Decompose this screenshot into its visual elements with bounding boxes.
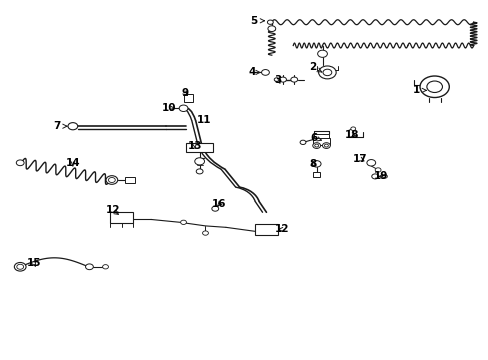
Text: 12: 12: [105, 206, 120, 216]
Bar: [186, 143, 213, 152]
Text: 12: 12: [275, 225, 289, 234]
Circle shape: [350, 127, 355, 131]
Circle shape: [267, 26, 275, 32]
Circle shape: [312, 161, 321, 167]
Text: 11: 11: [197, 115, 211, 125]
Circle shape: [314, 144, 318, 147]
Text: 8: 8: [308, 159, 316, 169]
Text: 4: 4: [247, 67, 261, 77]
Circle shape: [323, 69, 331, 76]
Circle shape: [108, 177, 115, 183]
Circle shape: [202, 231, 208, 235]
Circle shape: [290, 77, 297, 82]
Text: 5: 5: [250, 16, 264, 26]
Circle shape: [68, 123, 78, 130]
Text: 7: 7: [53, 121, 67, 131]
Text: 17: 17: [352, 154, 367, 164]
Circle shape: [261, 69, 269, 75]
Circle shape: [324, 144, 328, 147]
Circle shape: [16, 160, 24, 166]
Text: 10: 10: [162, 103, 176, 113]
Circle shape: [106, 176, 118, 184]
Bar: [125, 177, 135, 183]
Text: 15: 15: [26, 258, 41, 268]
Circle shape: [274, 78, 279, 81]
Circle shape: [312, 143, 320, 148]
Text: 14: 14: [65, 158, 80, 168]
Bar: [313, 138, 329, 145]
Circle shape: [366, 159, 375, 166]
Circle shape: [426, 81, 442, 93]
Circle shape: [180, 220, 186, 225]
Circle shape: [14, 262, 26, 271]
Circle shape: [279, 77, 286, 82]
Circle shape: [317, 50, 327, 57]
Circle shape: [85, 264, 93, 270]
Circle shape: [300, 140, 305, 144]
Circle shape: [179, 105, 187, 112]
Bar: [313, 172, 319, 177]
Circle shape: [371, 174, 378, 179]
Text: 1: 1: [412, 85, 426, 95]
Text: 3: 3: [273, 75, 281, 85]
Text: 13: 13: [187, 140, 202, 150]
Bar: [183, 94, 192, 102]
Text: 2: 2: [308, 62, 321, 72]
Circle shape: [419, 76, 448, 98]
Circle shape: [382, 175, 386, 178]
Bar: [254, 224, 278, 235]
Text: 6: 6: [309, 133, 321, 143]
Circle shape: [196, 169, 203, 174]
Circle shape: [318, 66, 335, 79]
Circle shape: [322, 143, 330, 148]
Text: 16: 16: [211, 199, 226, 210]
Circle shape: [194, 158, 204, 165]
Circle shape: [17, 264, 23, 269]
Circle shape: [102, 265, 108, 269]
Circle shape: [267, 20, 273, 24]
Bar: [110, 212, 133, 224]
Circle shape: [374, 168, 380, 172]
Text: 9: 9: [181, 88, 188, 98]
Text: 18: 18: [344, 130, 358, 140]
Circle shape: [211, 206, 218, 211]
Text: 19: 19: [373, 171, 387, 181]
Bar: [314, 134, 328, 138]
